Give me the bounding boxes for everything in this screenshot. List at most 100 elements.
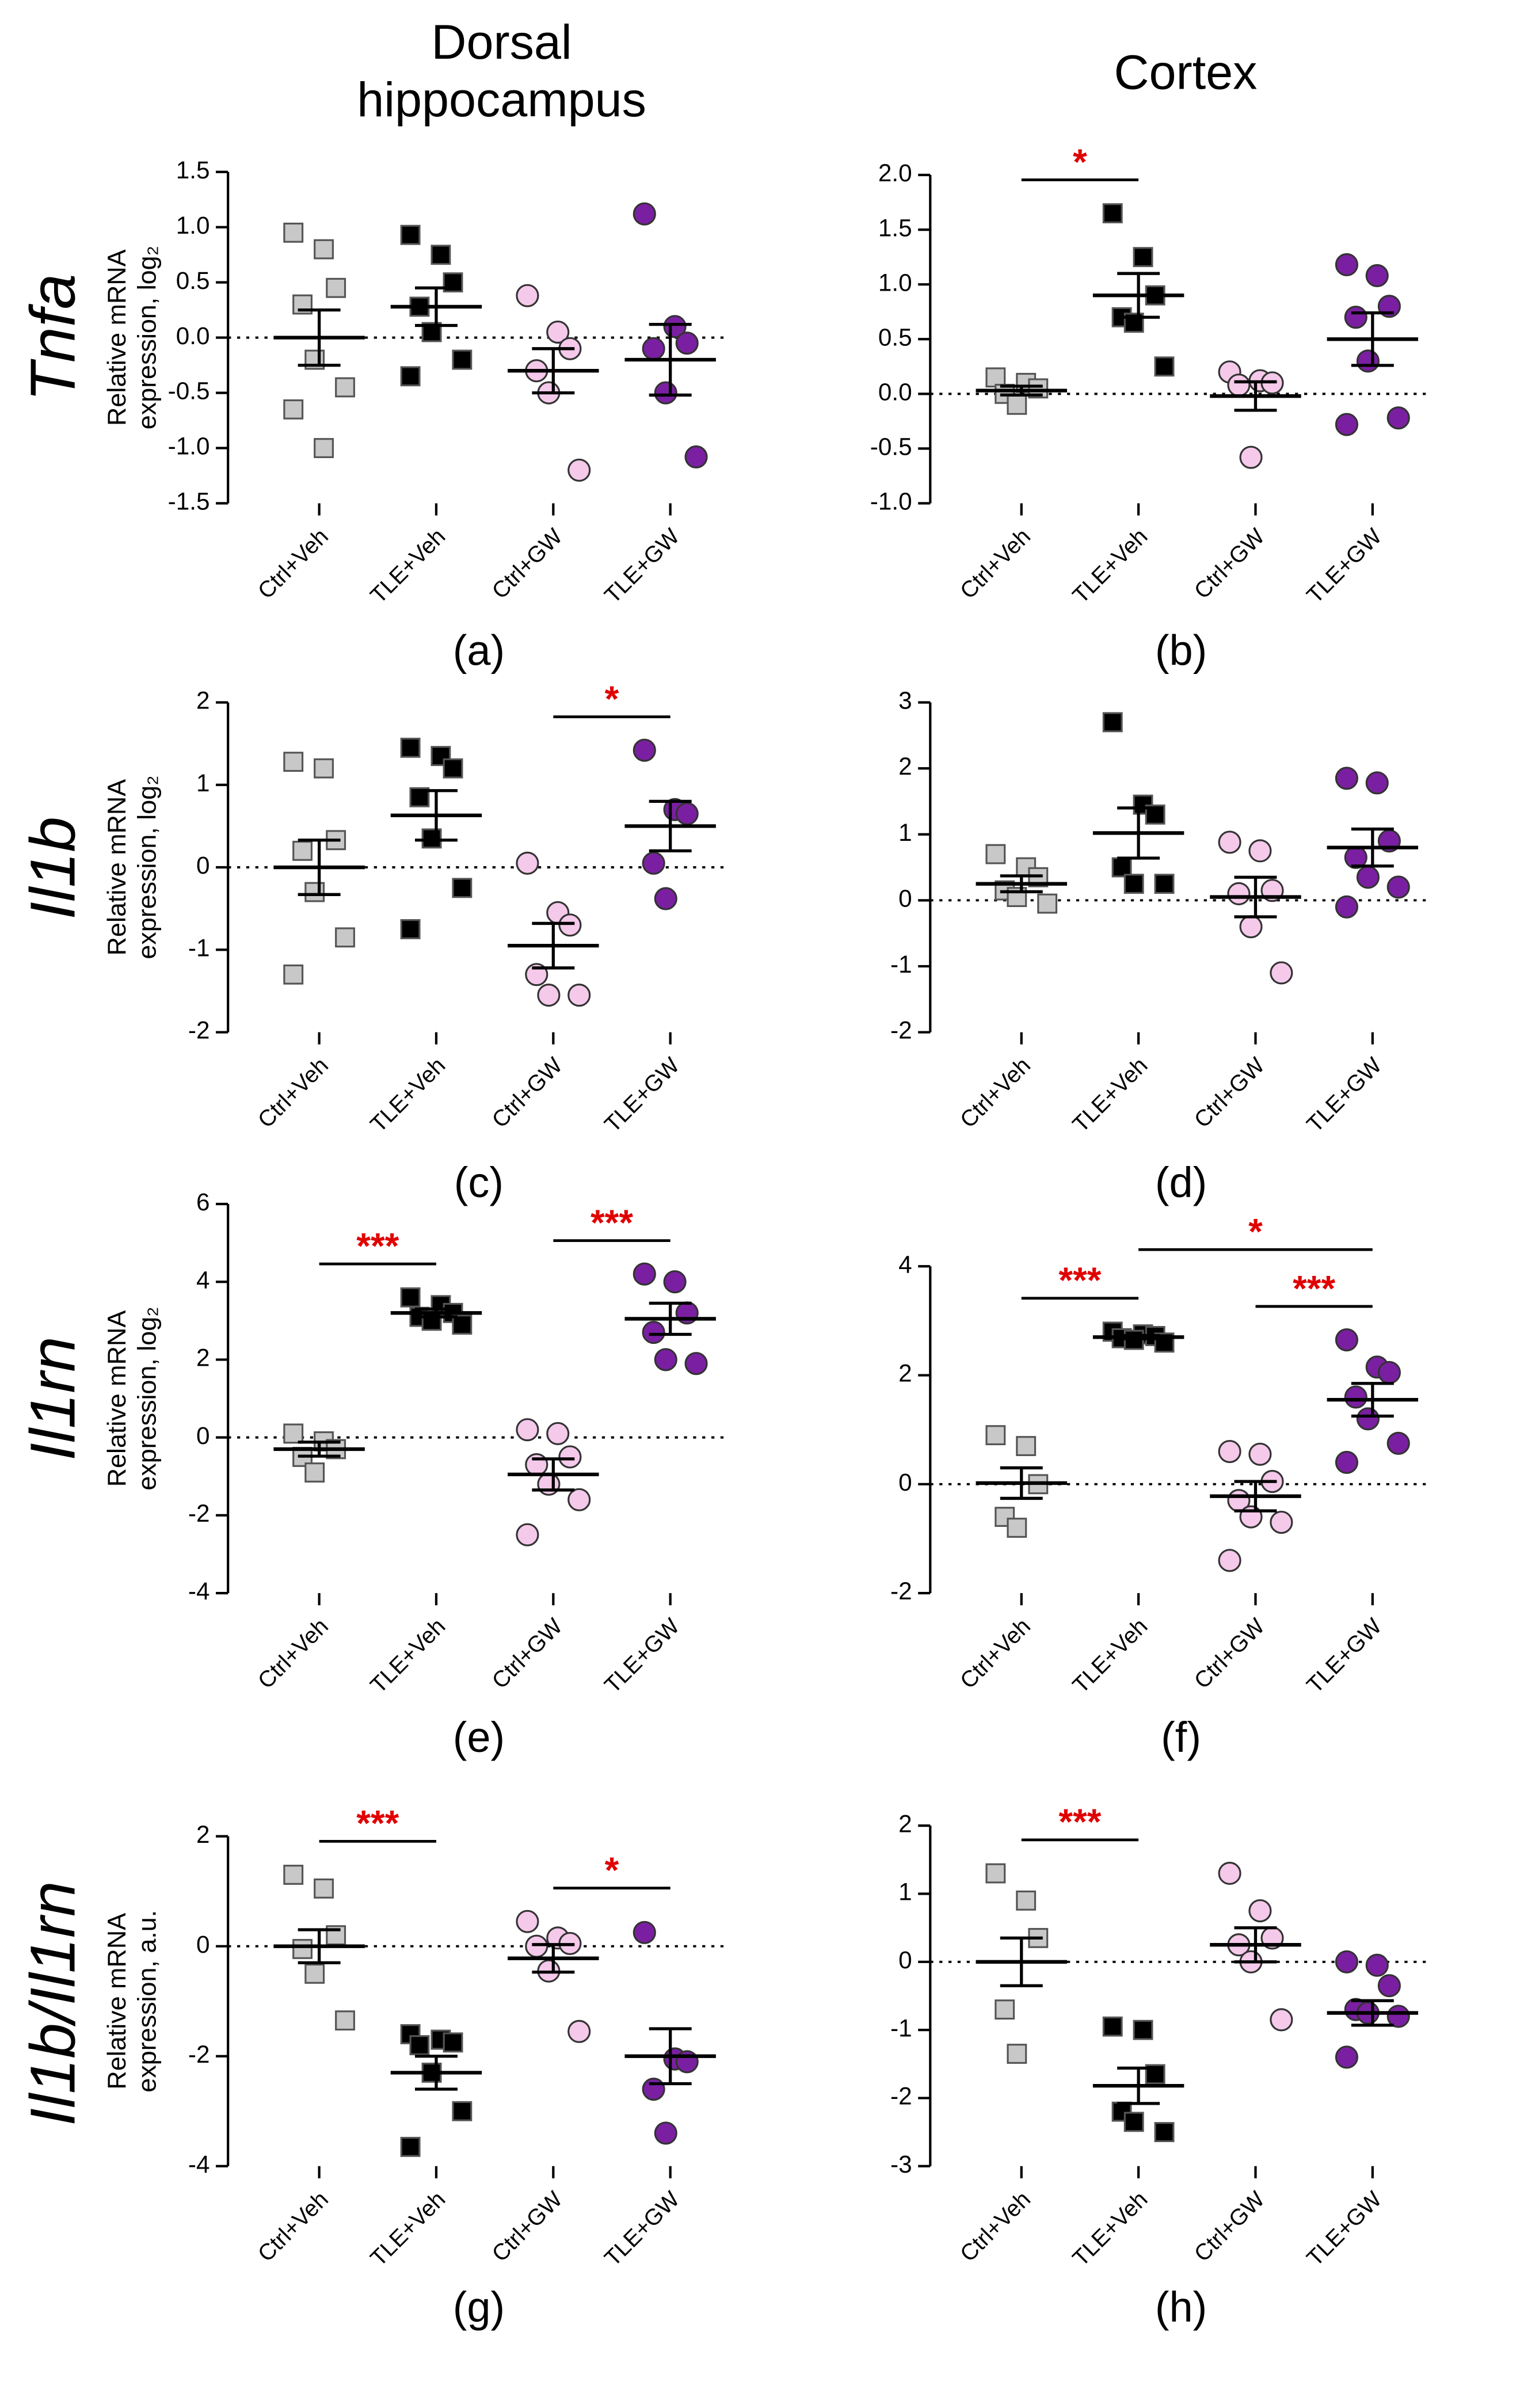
- error-bar: [649, 322, 692, 397]
- data-point: [675, 802, 699, 825]
- data-point: [516, 1910, 539, 1933]
- data-point: [537, 984, 561, 1007]
- data-point: [292, 840, 313, 861]
- y-tick-label: -1.0: [168, 433, 210, 460]
- y-tick-label: 0: [898, 1469, 912, 1496]
- data-point: [1037, 893, 1058, 914]
- data-point: [1335, 1450, 1358, 1474]
- data-point: [1335, 767, 1358, 790]
- data-point: [633, 1262, 656, 1286]
- y-tick-label: 1: [898, 1879, 912, 1906]
- data-point: [1154, 356, 1175, 377]
- y-tick-label: 0.5: [878, 323, 912, 350]
- data-point: [452, 349, 473, 370]
- significance-label: ***: [591, 1203, 633, 1243]
- y-tick-label: -2: [188, 2041, 210, 2068]
- data-point: [304, 1462, 325, 1483]
- data-point: [283, 1865, 304, 1885]
- error-bar: [1234, 380, 1277, 412]
- data-point: [1335, 253, 1358, 277]
- data-point: [1102, 2016, 1123, 2037]
- data-point: [1248, 839, 1272, 863]
- data-point: [400, 366, 421, 387]
- data-point: [567, 1488, 591, 1511]
- error-bar: [532, 921, 575, 970]
- data-point: [1154, 874, 1175, 894]
- significance-label: *: [605, 679, 619, 719]
- data-point: [452, 878, 473, 898]
- y-tick-label: -2: [890, 1578, 912, 1605]
- y-tick-label: 0.0: [878, 379, 912, 406]
- panel-label: (e): [453, 1713, 505, 1761]
- row-label: Tnfa: [17, 274, 89, 402]
- data-point: [1386, 1431, 1410, 1455]
- data-point: [1386, 406, 1410, 430]
- error-bar: [1117, 1333, 1160, 1340]
- data-point: [400, 1287, 421, 1308]
- data-point: [684, 1352, 708, 1376]
- y-axis-label: expression, log₂: [132, 775, 162, 959]
- y-tick-label: -1: [890, 2014, 912, 2041]
- data-point: [1007, 2044, 1027, 2064]
- error-bar: [532, 1457, 575, 1492]
- error-bar: [1117, 272, 1160, 319]
- error-bar: [1117, 806, 1160, 860]
- panel-label: (a): [453, 626, 505, 674]
- data-point: [326, 277, 346, 298]
- data-point: [525, 1934, 548, 1958]
- error-bar: [414, 1307, 458, 1319]
- data-point: [675, 2050, 699, 2074]
- significance-label: *: [1073, 142, 1087, 182]
- data-point: [985, 367, 1006, 388]
- data-point: [1356, 866, 1380, 889]
- data-point: [654, 381, 677, 405]
- data-point: [1007, 394, 1027, 415]
- significance-label: ***: [356, 1226, 399, 1267]
- data-point: [1248, 1442, 1272, 1466]
- column-title: Cortex: [1114, 45, 1258, 100]
- y-tick-label: 3: [898, 687, 912, 714]
- data-point: [633, 738, 656, 762]
- data-point: [654, 1348, 677, 1371]
- significance-label: *: [605, 1850, 619, 1891]
- y-axis-label: Relative mRNA: [102, 779, 131, 956]
- data-point: [1123, 2112, 1144, 2132]
- y-tick-label: 4: [196, 1266, 210, 1293]
- error-bar: [1234, 1480, 1277, 1512]
- error-bar: [1117, 2066, 1160, 2105]
- data-point: [1007, 1518, 1027, 1538]
- y-tick-label: 2: [196, 687, 210, 714]
- y-tick-label: -1.5: [168, 488, 210, 515]
- panel-label: (b): [1155, 626, 1207, 674]
- y-tick-label: -1: [890, 951, 912, 978]
- data-point: [516, 284, 539, 307]
- data-point: [443, 2032, 463, 2053]
- error-bar: [414, 2055, 458, 2091]
- significance-label: ***: [1293, 1268, 1335, 1309]
- data-point: [567, 458, 591, 482]
- y-axis-label: Relative mRNA: [102, 1913, 131, 2090]
- data-point: [537, 1472, 561, 1496]
- data-point: [1335, 413, 1358, 436]
- data-point: [995, 1999, 1015, 2020]
- data-point: [1154, 2122, 1175, 2143]
- data-point: [1344, 1385, 1367, 1409]
- data-point: [400, 919, 421, 939]
- data-point: [314, 1878, 334, 1899]
- error-bar: [414, 286, 458, 327]
- error-bar: [1351, 1999, 1394, 2027]
- data-point: [985, 844, 1006, 864]
- data-point: [633, 1921, 656, 1944]
- data-point: [292, 1939, 313, 1959]
- y-tick-label: 2: [196, 1821, 210, 1848]
- y-tick-label: 4: [898, 1251, 912, 1278]
- error-bar: [1000, 874, 1043, 894]
- error-bar: [1351, 1382, 1394, 1418]
- data-point: [985, 1425, 1006, 1446]
- data-point: [431, 746, 451, 767]
- data-point: [1270, 961, 1293, 985]
- error-bar: [649, 799, 692, 853]
- data-point: [1270, 2008, 1293, 2032]
- error-bar: [649, 1301, 692, 1336]
